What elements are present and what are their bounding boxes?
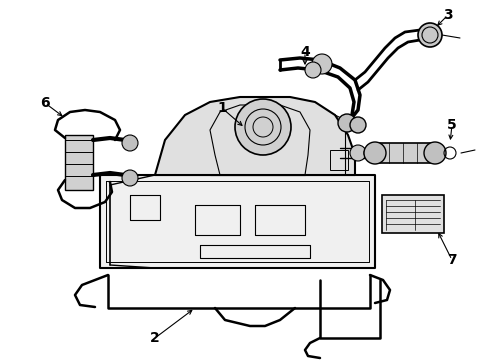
Circle shape	[350, 117, 366, 133]
Polygon shape	[155, 97, 355, 175]
Text: 7: 7	[447, 253, 457, 267]
Text: 2: 2	[150, 331, 160, 345]
Circle shape	[338, 114, 356, 132]
Text: 6: 6	[40, 96, 50, 110]
Bar	[382, 195, 444, 233]
Bar	[375, 143, 435, 163]
Bar	[330, 150, 348, 170]
Bar	[65, 135, 93, 190]
Circle shape	[424, 142, 446, 164]
Text: 5: 5	[447, 118, 457, 132]
Circle shape	[312, 54, 332, 74]
Circle shape	[350, 145, 366, 161]
Circle shape	[305, 62, 321, 78]
Text: 4: 4	[300, 45, 310, 59]
Circle shape	[122, 135, 138, 151]
Text: 1: 1	[217, 101, 227, 115]
Text: 3: 3	[443, 8, 453, 22]
Circle shape	[364, 147, 376, 159]
Circle shape	[235, 99, 291, 155]
Polygon shape	[100, 175, 375, 268]
Circle shape	[418, 23, 442, 47]
Circle shape	[364, 142, 386, 164]
Circle shape	[122, 170, 138, 186]
